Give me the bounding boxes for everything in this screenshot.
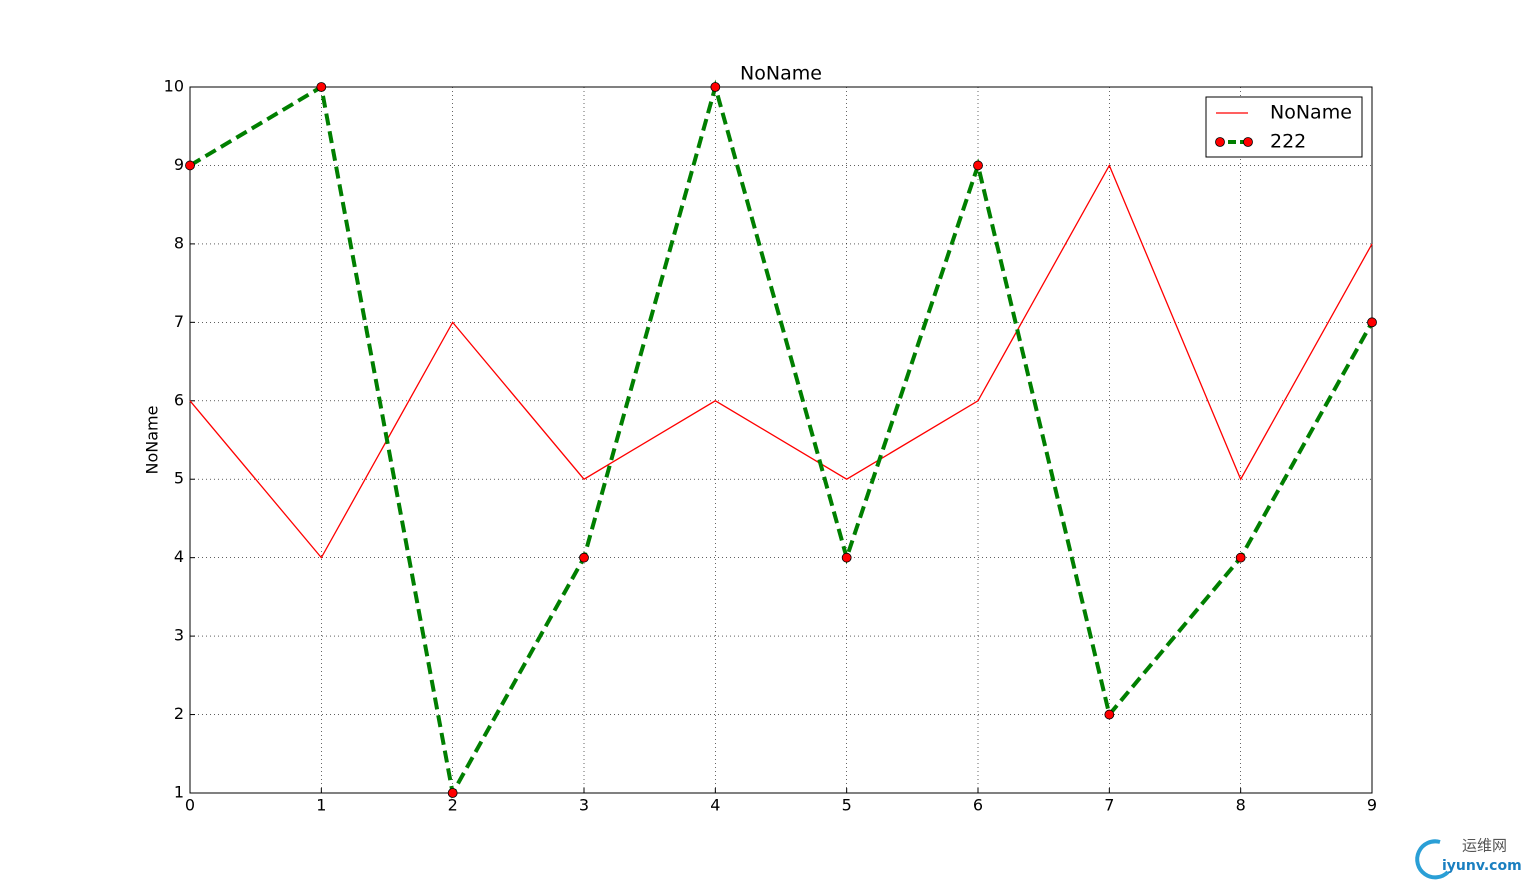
point	[1367, 317, 1377, 328]
legend-box	[1205, 96, 1363, 158]
y-tick-label: 7	[174, 312, 184, 331]
x-tick-label: 9	[1367, 796, 1377, 815]
y-tick-label: 6	[174, 390, 184, 409]
point	[841, 552, 852, 563]
x-tick-label: 3	[579, 796, 589, 815]
legend-label: 222	[1270, 131, 1306, 153]
chart-title: NoName	[740, 63, 822, 85]
y-tick-label: 9	[174, 155, 184, 174]
legend-marker	[1215, 137, 1225, 147]
legend: NoName 222	[1205, 96, 1363, 158]
legend-label: NoName	[1270, 102, 1352, 124]
point	[1235, 552, 1246, 563]
point	[973, 160, 983, 171]
point	[185, 160, 195, 171]
point	[316, 82, 327, 92]
y-tick-label: 5	[174, 469, 184, 488]
watermark-site: iyunv.com	[1442, 858, 1522, 874]
x-tick-label: 7	[1104, 796, 1114, 815]
watermark: 运维网 iyunv.com	[1415, 837, 1522, 880]
x-tick-label: 2	[448, 796, 458, 815]
series-line	[189, 163, 1373, 559]
point	[579, 552, 589, 563]
y-tick-label: 2	[174, 704, 184, 723]
legend-marker	[1243, 137, 1253, 147]
x-tick-label: 0	[185, 796, 195, 815]
y-axis-label: NoName	[143, 406, 162, 475]
x-tick-label: 1	[316, 796, 326, 815]
x-tick-label: 5	[842, 796, 852, 815]
x-tick-label: 6	[973, 796, 983, 815]
x-tick-label: 8	[1236, 796, 1246, 815]
plot-frame	[189, 86, 1373, 794]
point	[1104, 709, 1115, 720]
point	[710, 82, 721, 92]
series-line	[188, 79, 1374, 799]
y-tick-label: 8	[174, 233, 184, 252]
y-tick-label: 4	[174, 547, 184, 566]
x-tick-label: 4	[710, 796, 720, 815]
y-tick-label: 3	[174, 626, 184, 645]
y-tick-label: 10	[164, 77, 184, 96]
watermark-name: 运维网	[1462, 837, 1507, 855]
watermark-logo	[1415, 839, 1450, 880]
point	[447, 788, 458, 798]
y-tick-label: 1	[174, 783, 184, 802]
